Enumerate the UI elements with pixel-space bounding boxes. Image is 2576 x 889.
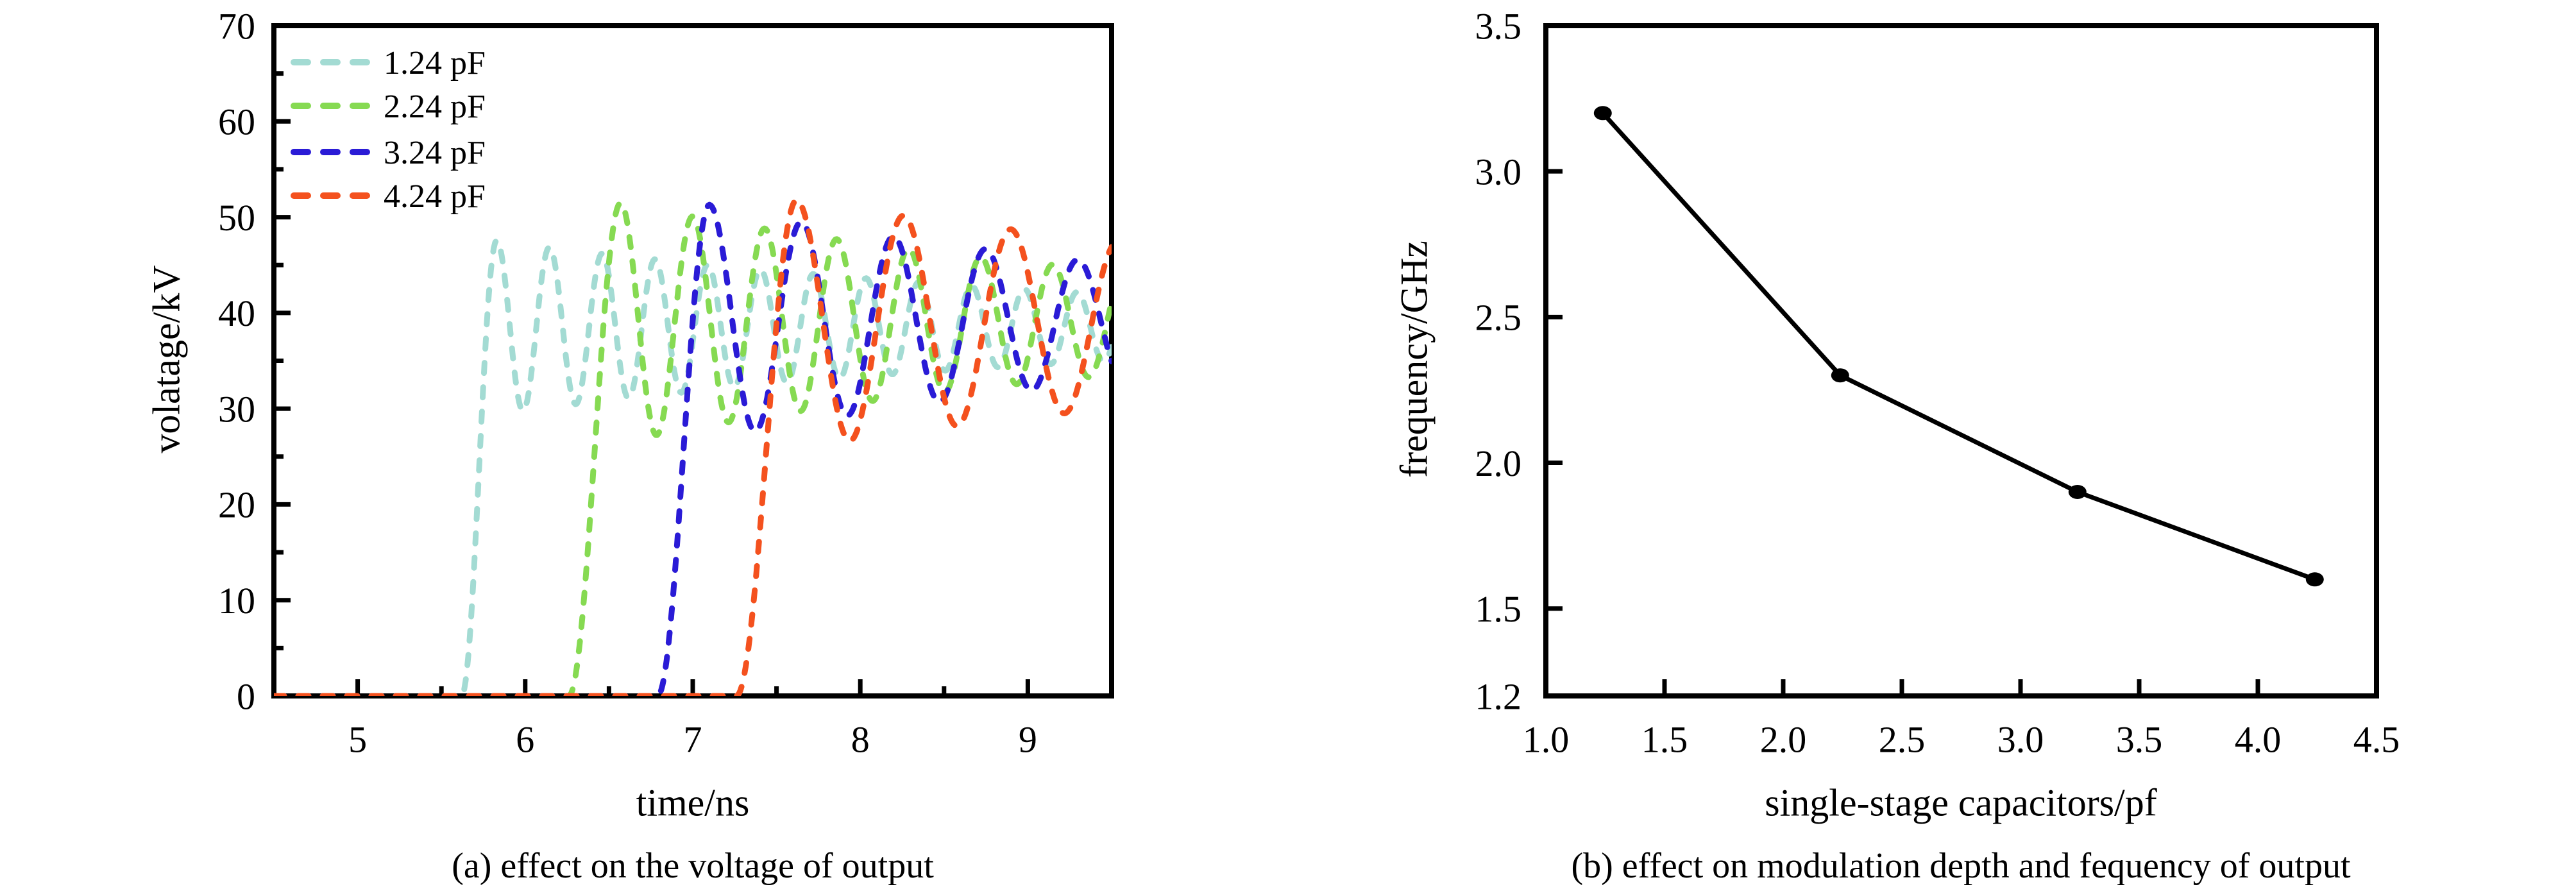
x-tick-label: 8 [851,718,870,760]
x-tick-label: 1.5 [1641,718,1688,760]
y-tick-label: 70 [218,5,255,47]
legend-label: 2.24 pF [384,89,486,125]
y-tick-label: 10 [218,580,255,622]
curve-4-24-pf [274,197,1112,696]
data-point-marker [1593,106,1612,121]
legend-label: 3.24 pF [384,135,486,171]
y-tick-label: 3.0 [1475,151,1522,192]
chart-a-y-axis-label: volatage/kV [145,265,188,453]
curve-1-24-pf [274,237,1112,696]
chart-b-x-axis-label: single-stage capacitors/pf [1765,781,2157,824]
x-tick-label: 5 [348,718,367,760]
y-tick-label: 1.5 [1475,588,1522,630]
curve-3-24-pf [274,201,1112,696]
x-tick-label: 1.0 [1523,718,1570,760]
y-tick-label: 40 [218,292,255,334]
x-tick-label: 7 [684,718,702,760]
x-tick-label: 4.5 [2353,718,2400,760]
legend-item: 2.24 pF [291,89,486,125]
y-tick-label: 2.5 [1475,297,1522,339]
legend-label: 1.24 pF [384,45,486,81]
y-tick-label: 50 [218,197,255,239]
curve-2-24-pf [274,199,1112,696]
data-point-marker [2305,572,2324,587]
legend-item: 1.24 pF [291,45,486,81]
frequency-line [1601,111,2316,582]
frequency-chart: 1.0 1.5 2.0 2.5 3.0 3.5 4.0 4.5 3.5 3.0 2.5 2.0 1.5 1… [1475,5,2400,760]
x-tick-label: 3.5 [2116,718,2163,760]
x-tick-label: 4.0 [2235,718,2282,760]
chart-b-caption: (b) effect on modulation depth and feque… [1571,846,2351,886]
y-tick-label: 30 [218,388,255,430]
x-tick-label: 2.0 [1760,718,1807,760]
legend-item: 4.24 pF [291,178,486,215]
x-tick-label: 6 [516,718,534,760]
y-tick-label: 0 [237,675,255,717]
chart-a-x-axis-label: time/ns [636,781,750,824]
voltage-chart: 5 6 7 8 9 70 60 50 40 30 20 10 0 1.24 pF 2.24 pF 3.24 p… [218,5,1114,760]
data-point-marker [2068,485,2087,499]
y-tick-label: 60 [218,101,255,143]
curves [274,197,1112,696]
y-tick-label: 20 [218,484,255,526]
y-tick-label: 3.5 [1475,5,1522,47]
legend: 1.24 pF 2.24 pF 3.24 pF 4.24 pF [291,45,486,215]
x-tick-label: 3.0 [1997,718,2044,760]
y-tick-label: 1.2 [1475,675,1522,717]
legend-label: 4.24 pF [384,178,486,215]
chart-b-y-axis-label: frequency/GHz [1393,241,1436,478]
legend-item: 3.24 pF [291,135,486,171]
data-point-marker [1831,368,1849,383]
y-tick-label: 2.0 [1475,443,1522,484]
chart-a-caption: (a) effect on the voltage of output [452,846,934,886]
x-tick-label: 2.5 [1879,718,1926,760]
plot-border [1543,23,2379,698]
x-tick-label: 9 [1019,718,1037,760]
